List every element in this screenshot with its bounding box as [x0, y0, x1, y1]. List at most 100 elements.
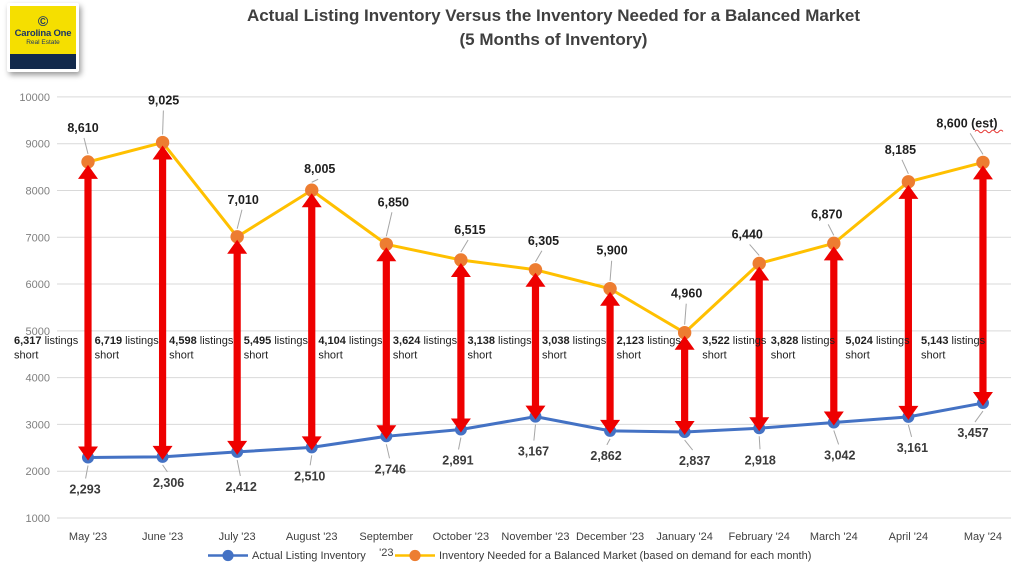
shortfall-label: short — [14, 350, 38, 362]
x-axis-label: November '23 — [501, 531, 569, 543]
shortfall-label: short — [542, 350, 566, 362]
shortfall-label: 4,104 listings — [318, 335, 383, 347]
label-leader-line — [606, 438, 611, 446]
actual-point-label: 3,167 — [518, 445, 549, 459]
est-squiggle-underline-icon — [974, 129, 1004, 134]
x-axis-label: December '23 — [576, 531, 644, 543]
label-leader-line — [309, 455, 313, 466]
shortfall-label: 3,624 listings — [393, 335, 458, 347]
actual-point-label: 2,862 — [590, 449, 621, 463]
x-axis-label: May '24 — [964, 531, 1002, 543]
carolina-one-logo: © Carolina One Real Estate — [7, 3, 79, 72]
label-leader-line — [827, 224, 835, 236]
needed-point-marker — [752, 256, 766, 271]
shortfall-label: 2,123 listings — [617, 335, 682, 347]
label-leader-line — [907, 424, 913, 438]
needed-point-marker — [677, 326, 692, 340]
shortfall-arrow — [450, 262, 471, 433]
label-leader-line — [85, 465, 89, 479]
label-leader-line — [458, 437, 462, 450]
shortfall-arrow — [749, 266, 770, 432]
shortfall-arrow — [376, 247, 397, 440]
y-axis-tick-label: 3000 — [26, 419, 50, 431]
actual-point-label: 2,746 — [375, 462, 406, 476]
actual-point-label: 2,510 — [294, 469, 325, 483]
actual-point-label: 2,306 — [153, 476, 184, 490]
needed-point-label: 8,185 — [885, 143, 916, 157]
shortfall-label: short — [95, 350, 119, 362]
y-axis-tick-label: 8000 — [26, 185, 50, 197]
label-leader-line — [385, 444, 391, 459]
y-axis-tick-label: 1000 — [26, 513, 50, 525]
needed-point-label: 6,440 — [732, 227, 763, 241]
shortfall-arrow — [823, 246, 844, 426]
label-leader-line — [385, 212, 393, 237]
logo-navy-bar — [10, 54, 76, 69]
actual-point-label: 2,412 — [226, 480, 257, 494]
needed-point-label: 5,900 — [596, 244, 627, 258]
shortfall-arrow — [674, 335, 695, 436]
shortfall-arrow — [600, 291, 621, 434]
needed-point-marker — [454, 253, 468, 267]
shortfall-label: short — [845, 350, 869, 362]
needed-point-label: 6,515 — [454, 223, 485, 237]
shortfall-label: 3,138 listings — [467, 335, 532, 347]
shortfall-label: short — [169, 350, 193, 362]
needed-point-marker — [305, 183, 319, 197]
logo-yellow-panel: © Carolina One Real Estate — [10, 6, 76, 54]
shortfall-label: short — [467, 350, 491, 362]
needed-point-label: 9,025 — [148, 94, 179, 108]
needed-point-label: 6,305 — [528, 234, 559, 248]
x-axis-label: June '23 — [142, 531, 183, 543]
label-leader-line — [311, 178, 319, 183]
x-axis-label: February '24 — [729, 531, 790, 543]
shortfall-label: 5,143 listings — [921, 335, 986, 347]
needed-point-label: 8,610 — [67, 121, 98, 135]
y-axis-tick-label: 2000 — [26, 466, 50, 478]
shortfall-label: 5,024 listings — [845, 335, 910, 347]
y-axis-tick-label: 4000 — [26, 373, 50, 385]
legend-label-actual: Actual Listing Inventory — [252, 549, 366, 562]
logo-subtitle: Real Estate — [26, 39, 60, 46]
needed-point-label: 7,010 — [228, 193, 259, 207]
label-leader-line — [533, 424, 536, 441]
shortfall-arrow — [227, 239, 248, 455]
legend-item-actual: Actual Listing Inventory — [207, 548, 366, 563]
x-axis-label: April '24 — [889, 531, 928, 543]
needed-point-marker — [230, 230, 244, 244]
legend-marker-needed-icon — [395, 549, 435, 562]
y-axis-tick-label: 7000 — [26, 232, 50, 244]
shortfall-arrow — [525, 272, 546, 420]
actual-point-label: 2,891 — [442, 454, 473, 468]
needed-point-marker — [603, 282, 617, 296]
label-leader-line — [609, 260, 613, 281]
shortfall-arrow — [898, 184, 919, 420]
logo-company-name: Carolina One — [14, 28, 72, 39]
chart-subtitle: (5 Months of Inventory) — [459, 30, 648, 49]
needed-point-label: 4,960 — [671, 287, 702, 301]
label-leader-line — [460, 239, 469, 253]
shortfall-label: short — [771, 350, 795, 362]
label-leader-line — [901, 159, 909, 175]
legend-marker-actual-icon — [208, 549, 248, 562]
label-leader-line — [749, 244, 760, 256]
actual-point-label: 3,161 — [897, 441, 928, 455]
y-axis-tick-label: 10000 — [19, 92, 50, 104]
needed-point-label: 6,850 — [378, 195, 409, 209]
copyright-icon: © — [37, 13, 49, 29]
y-axis-tick-label: 5000 — [26, 326, 50, 338]
needed-point-marker — [901, 175, 916, 189]
shortfall-label: 4,598 listings — [169, 335, 234, 347]
label-leader-line — [974, 410, 984, 423]
shortfall-label: 6,317 listings — [14, 335, 79, 347]
label-leader-line — [758, 436, 761, 450]
x-axis-label: January '24 — [656, 531, 713, 543]
needed-point-label: 8,600 (est) — [936, 116, 997, 130]
needed-point-marker — [379, 237, 394, 251]
x-axis-label: '23 — [379, 547, 393, 559]
label-leader-line — [162, 464, 168, 473]
actual-point-label: 3,042 — [824, 448, 855, 462]
y-axis-tick-label: 9000 — [26, 139, 50, 151]
shortfall-label: short — [393, 350, 417, 362]
